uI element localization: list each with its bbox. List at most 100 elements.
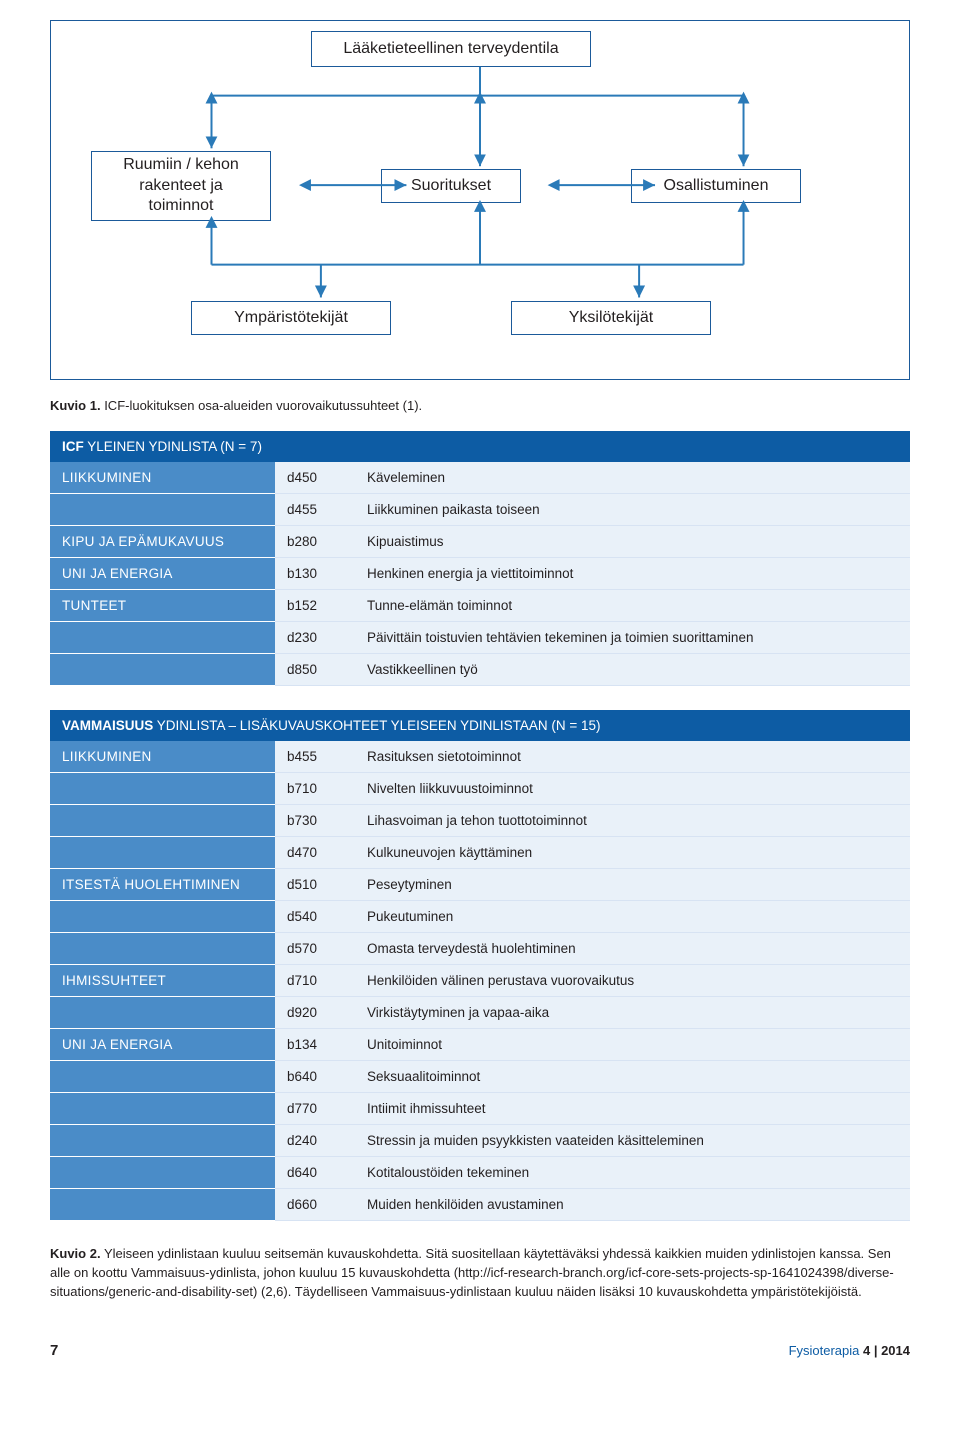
desc-cell: Pukeutuminen (355, 901, 910, 933)
desc-cell: Kipuaistimus (355, 526, 910, 558)
diagram-box-pers: Yksilötekijät (511, 301, 711, 335)
category-cell: LIIKKUMINEN (50, 741, 275, 773)
category-cell (50, 654, 275, 686)
code-cell: d570 (275, 933, 355, 965)
code-cell: b730 (275, 805, 355, 837)
category-cell (50, 837, 275, 869)
diagram-top-label: Lääketieteellinen terveydentila (343, 39, 558, 60)
code-cell: d230 (275, 622, 355, 654)
category-cell: LIIKKUMINEN (50, 462, 275, 494)
desc-cell: Henkilöiden välinen perustava vuorovaiku… (355, 965, 910, 997)
table-row: ITSESTÄ HUOLEHTIMINENd510Peseytyminen (50, 869, 910, 901)
page-footer: 7 Fysioterapia 4 | 2014 (50, 1342, 910, 1359)
diagram-box-env: Ympäristötekijät (191, 301, 391, 335)
table-row: d640Kotitaloustöiden tekeminen (50, 1157, 910, 1189)
desc-cell: Vastikkeellinen työ (355, 654, 910, 686)
code-cell: d455 (275, 494, 355, 526)
table-row: UNI JA ENERGIAb134Unitoiminnot (50, 1029, 910, 1061)
code-cell: d510 (275, 869, 355, 901)
code-cell: b134 (275, 1029, 355, 1061)
desc-cell: Seksuaalitoiminnot (355, 1061, 910, 1093)
diagram-box-top: Lääketieteellinen terveydentila (311, 31, 591, 67)
table-2-header-rest: YDINLISTA – LISÄKUVAUSKOHTEET YLEISEEN Y… (153, 718, 600, 733)
diagram-box-mid: Suoritukset (381, 169, 521, 203)
diagram-env-label: Ympäristötekijät (234, 308, 348, 329)
category-cell (50, 494, 275, 526)
table-row: b710Nivelten liikkuvuustoiminnot (50, 773, 910, 805)
code-cell: d770 (275, 1093, 355, 1125)
caption-2: Kuvio 2. Yleiseen ydinlistaan kuuluu sei… (50, 1245, 910, 1302)
desc-cell: Intiimit ihmissuhteet (355, 1093, 910, 1125)
caption-1: Kuvio 1. ICF-luokituksen osa-alueiden vu… (50, 398, 910, 413)
table-row: d455Liikkuminen paikasta toiseen (50, 494, 910, 526)
code-cell: d640 (275, 1157, 355, 1189)
desc-cell: Muiden henkilöiden avustaminen (355, 1189, 910, 1221)
table-row: KIPU JA EPÄMUKAVUUSb280Kipuaistimus (50, 526, 910, 558)
desc-cell: Omasta terveydestä huolehtiminen (355, 933, 910, 965)
table-1-header: ICF YLEINEN YDINLISTA (N = 7) (50, 431, 910, 462)
category-cell (50, 622, 275, 654)
category-cell (50, 1157, 275, 1189)
category-cell: IHMISSUHTEET (50, 965, 275, 997)
code-cell: d540 (275, 901, 355, 933)
category-cell (50, 933, 275, 965)
desc-cell: Stressin ja muiden psyykkisten vaateiden… (355, 1125, 910, 1157)
caption-1-text: ICF-luokituksen osa-alueiden vuorovaikut… (101, 398, 423, 413)
table-row: d230Päivittäin toistuvien tehtävien teke… (50, 622, 910, 654)
category-cell: UNI JA ENERGIA (50, 558, 275, 590)
caption-2-bold: Kuvio 2. (50, 1246, 101, 1261)
code-cell: d660 (275, 1189, 355, 1221)
category-cell: TUNTEET (50, 590, 275, 622)
desc-cell: Virkistäytyminen ja vapaa-aika (355, 997, 910, 1029)
desc-cell: Tunne-elämän toiminnot (355, 590, 910, 622)
code-cell: b710 (275, 773, 355, 805)
code-cell: d920 (275, 997, 355, 1029)
table-row: d540Pukeutuminen (50, 901, 910, 933)
table-row: UNI JA ENERGIAb130Henkinen energia ja vi… (50, 558, 910, 590)
category-cell: UNI JA ENERGIA (50, 1029, 275, 1061)
category-cell (50, 805, 275, 837)
category-cell (50, 1125, 275, 1157)
code-cell: d710 (275, 965, 355, 997)
desc-cell: Peseytyminen (355, 869, 910, 901)
desc-cell: Päivittäin toistuvien tehtävien tekemine… (355, 622, 910, 654)
category-cell (50, 901, 275, 933)
icf-table-1: ICF YLEINEN YDINLISTA (N = 7) LIIKKUMINE… (50, 431, 910, 686)
category-cell: ITSESTÄ HUOLEHTIMINEN (50, 869, 275, 901)
code-cell: b640 (275, 1061, 355, 1093)
code-cell: b130 (275, 558, 355, 590)
code-cell: d850 (275, 654, 355, 686)
category-cell (50, 1189, 275, 1221)
table-2-header: VAMMAISUUS YDINLISTA – LISÄKUVAUSKOHTEET… (50, 710, 910, 741)
diagram-box-left: Ruumiin / kehon rakenteet ja toiminnot (91, 151, 271, 221)
desc-cell: Kulkuneuvojen käyttäminen (355, 837, 910, 869)
table-row: d240Stressin ja muiden psyykkisten vaate… (50, 1125, 910, 1157)
journal-issue: 4 | 2014 (859, 1343, 910, 1358)
table-row: d570Omasta terveydestä huolehtiminen (50, 933, 910, 965)
code-cell: d450 (275, 462, 355, 494)
desc-cell: Rasituksen sietotoiminnot (355, 741, 910, 773)
diagram-left-label: Ruumiin / kehon rakenteet ja toiminnot (123, 155, 239, 217)
diagram-pers-label: Yksilötekijät (569, 308, 653, 329)
category-cell (50, 773, 275, 805)
journal-ref: Fysioterapia 4 | 2014 (789, 1343, 910, 1358)
diagram-right-label: Osallistuminen (664, 176, 769, 197)
icf-diagram: Lääketieteellinen terveydentila Ruumiin … (50, 20, 910, 380)
desc-cell: Nivelten liikkuvuustoiminnot (355, 773, 910, 805)
diagram-box-right: Osallistuminen (631, 169, 801, 203)
desc-cell: Liikkuminen paikasta toiseen (355, 494, 910, 526)
icf-table-2: VAMMAISUUS YDINLISTA – LISÄKUVAUSKOHTEET… (50, 710, 910, 1221)
caption-1-bold: Kuvio 1. (50, 398, 101, 413)
code-cell: b280 (275, 526, 355, 558)
table-row: d920Virkistäytyminen ja vapaa-aika (50, 997, 910, 1029)
desc-cell: Unitoiminnot (355, 1029, 910, 1061)
desc-cell: Henkinen energia ja viettitoiminnot (355, 558, 910, 590)
table-row: d470Kulkuneuvojen käyttäminen (50, 837, 910, 869)
category-cell: KIPU JA EPÄMUKAVUUS (50, 526, 275, 558)
table-1-header-bold: ICF (62, 439, 84, 454)
category-cell (50, 1061, 275, 1093)
table-row: d770Intiimit ihmissuhteet (50, 1093, 910, 1125)
table-row: LIIKKUMINENb455Rasituksen sietotoiminnot (50, 741, 910, 773)
code-cell: d470 (275, 837, 355, 869)
table-row: b730Lihasvoiman ja tehon tuottotoiminnot (50, 805, 910, 837)
